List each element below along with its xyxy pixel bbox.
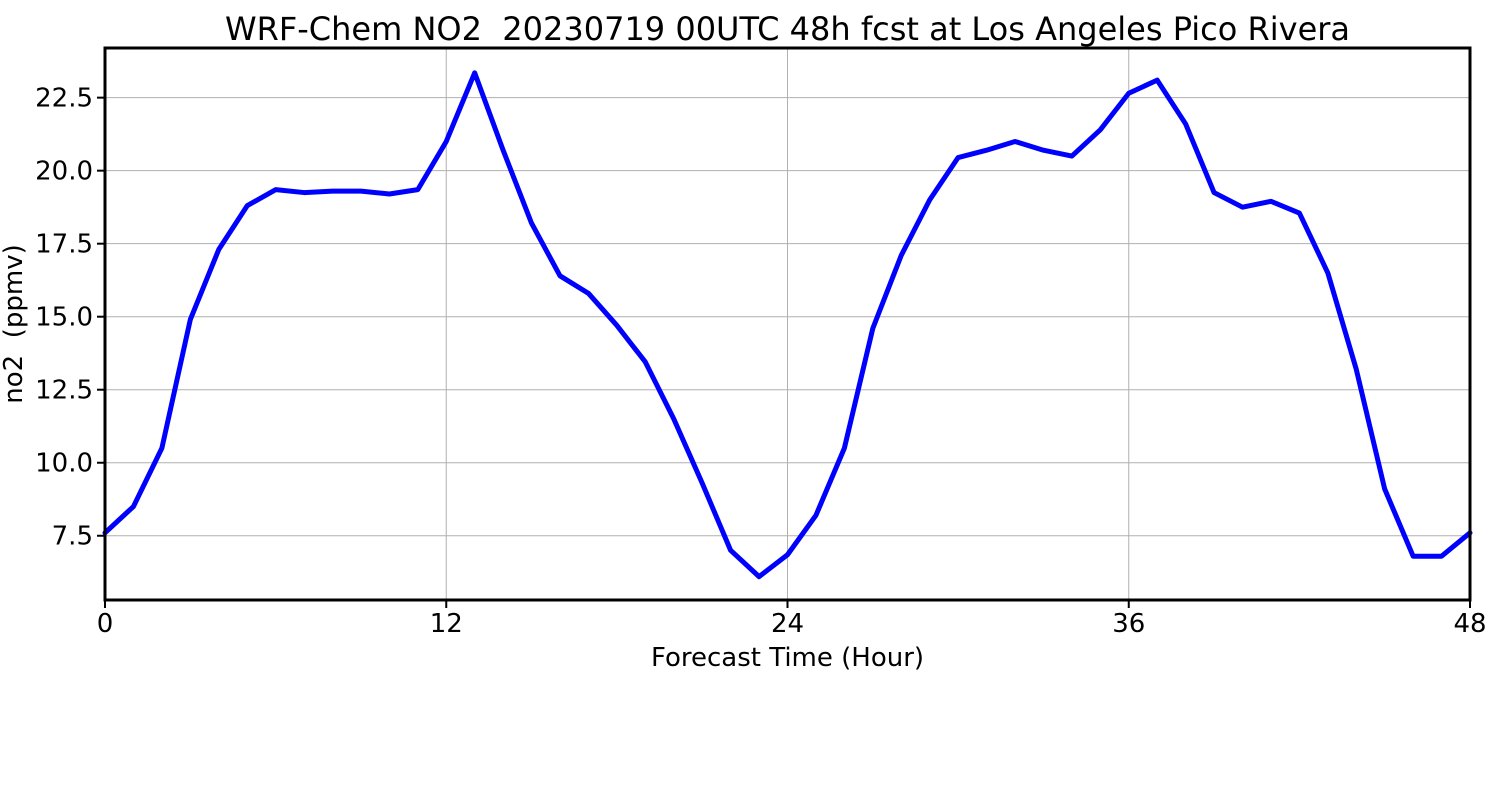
y-tick-label: 10.0: [35, 449, 93, 479]
y-tick-label: 22.5: [35, 84, 93, 114]
x-tick-label: 48: [1453, 609, 1486, 639]
y-tick-label: 17.5: [35, 230, 93, 260]
y-tick-label: 20.0: [35, 157, 93, 187]
x-tick-label: 36: [1112, 609, 1145, 639]
y-tick-label: 15.0: [35, 303, 93, 333]
x-axis-label: Forecast Time (Hour): [651, 643, 924, 673]
series-layer: [102, 70, 1473, 580]
y-tick-label: 12.5: [35, 376, 93, 406]
x-tick-label: 24: [771, 609, 804, 639]
x-tick-label: 12: [430, 609, 463, 639]
x-tick-label: 0: [97, 609, 114, 639]
axis-ticks: 0 12 24 36 48 7.5 10.0 12.5 15.0 17.5 20.0 22.5: [35, 84, 1486, 639]
no2-series-line: [102, 70, 1473, 580]
chart-title: WRF-Chem NO2 20230719 00UTC 48h fcst at …: [225, 10, 1350, 48]
y-axis-label: no2 (ppmv): [0, 244, 29, 403]
y-tick-label: 7.5: [52, 522, 93, 552]
grid-lines: [104, 48, 1471, 600]
